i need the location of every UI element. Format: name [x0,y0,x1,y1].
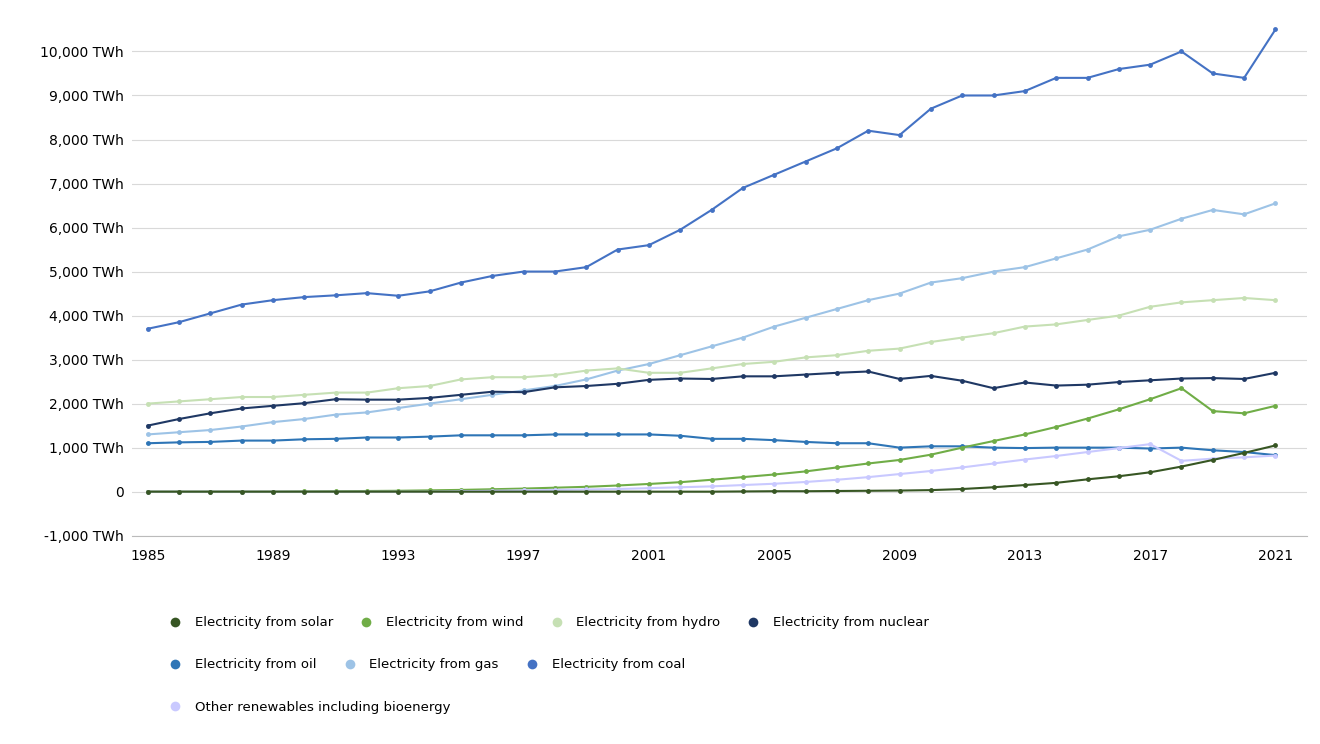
Legend: Other renewables including bioenergy: Other renewables including bioenergy [162,701,450,713]
